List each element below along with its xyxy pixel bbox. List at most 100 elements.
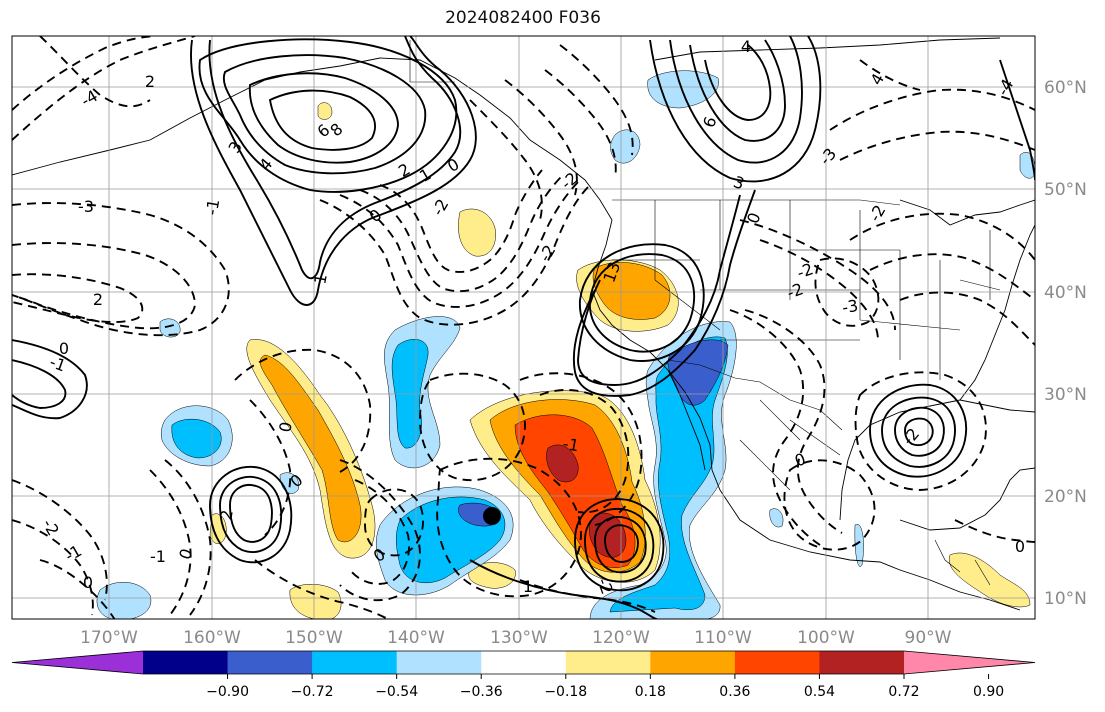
dashed-contour-east-7 xyxy=(869,253,1035,301)
colorbar-tick-label: −0.18 xyxy=(544,684,587,700)
contour-alaska-high-1 xyxy=(198,38,458,193)
dashed-contour-east-3 xyxy=(814,257,880,327)
lon-label: 120°W xyxy=(592,628,650,648)
colorbar-tick-label: −0.90 xyxy=(206,684,249,700)
shade-pos-alaska-dot xyxy=(317,102,333,120)
dashed-contour-west-3 xyxy=(12,273,144,323)
dashed-contour-mid-1 xyxy=(249,399,292,536)
contour-canada-high-2 xyxy=(669,36,803,164)
border-us-mexico xyxy=(667,359,843,431)
dashed-contour-sw-6 xyxy=(254,559,391,619)
coast-alaska xyxy=(12,57,613,221)
contour-label: -3 xyxy=(841,296,860,317)
coast-canada-arctic xyxy=(654,37,1001,61)
contour-label: 1 xyxy=(310,272,330,285)
contour-west-high-3 xyxy=(229,484,273,543)
colorbar-tick-label: 0.54 xyxy=(804,684,835,700)
lon-label: 170°W xyxy=(80,628,138,648)
colorbar xyxy=(11,650,1036,675)
contour-label: -2 xyxy=(557,168,581,193)
lon-label: 130°W xyxy=(490,628,548,648)
lon-label: 90°W xyxy=(905,628,952,648)
contour-label: -1 xyxy=(150,547,166,566)
border-us-states xyxy=(612,200,1001,380)
colorbar-bin xyxy=(312,651,398,674)
lat-label: 10°N xyxy=(1044,589,1087,609)
dashed-contour-pac-8 xyxy=(544,69,617,179)
colorbar-tick-label: 0.90 xyxy=(973,684,1004,700)
dashed-contour-mid-3 xyxy=(349,479,410,585)
shade-neg-mid-dots xyxy=(279,472,864,567)
dashed-contour-center-2 xyxy=(436,457,582,598)
contour-mexico-high-4 xyxy=(904,417,934,447)
border-alaska xyxy=(409,40,455,83)
contour-label: 2 xyxy=(93,290,103,309)
contour-west-edge xyxy=(12,339,88,420)
contour-labels: 4 2 3 4 6 8 2 1 0 -3 -1 -2 0 1 -4 -2 6 4… xyxy=(39,37,1026,597)
contour-label: -2 xyxy=(428,196,452,219)
colorbar-bin xyxy=(734,651,820,674)
colorbar-bin xyxy=(143,651,229,674)
coast-baja xyxy=(667,369,706,471)
contours-negative xyxy=(12,36,1035,619)
contour-label: -4 xyxy=(78,86,101,110)
coastlines xyxy=(12,37,1035,611)
dashed-contour-pac-1 xyxy=(234,348,372,473)
coast-yucatan xyxy=(899,467,1035,531)
lon-label: 150°W xyxy=(285,628,343,648)
dashed-contour-east-10 xyxy=(839,130,1035,161)
dashed-contour-pac-6 xyxy=(469,99,543,221)
dashed-contour-pac-4 xyxy=(359,175,563,293)
colorbar-bin xyxy=(819,651,905,674)
contour-label: 0 xyxy=(275,420,295,433)
lon-labels: 170°W 160°W 150°W 140°W 130°W 120°W 110°… xyxy=(80,628,952,648)
colorbar-tick-label: −0.36 xyxy=(460,684,503,700)
contour-low-california-ring-2 xyxy=(589,253,695,353)
colorbar-bin xyxy=(565,651,651,674)
contour-label: -3 xyxy=(815,144,840,168)
border-mexico-states xyxy=(739,399,841,491)
dashed-contour-west-2 xyxy=(12,242,196,330)
colorbar-tick-label: 0.36 xyxy=(719,684,750,700)
shade-pos-mid-pacific-core xyxy=(259,354,362,543)
colorbar-bin xyxy=(227,651,313,674)
contour-west-edge-2 xyxy=(12,359,67,409)
colorbar-bin xyxy=(396,651,482,674)
contour-label: -2 xyxy=(794,259,815,282)
coast-hudson xyxy=(899,199,1035,226)
contour-california-strip-2 xyxy=(572,189,756,397)
colorbar-tick-label: 0.72 xyxy=(888,684,919,700)
map-title: 2024082400 F036 xyxy=(445,8,601,28)
storm-center-marker xyxy=(483,507,501,525)
lat-lon-grid xyxy=(12,36,1035,619)
contour-label: -2 xyxy=(784,279,805,302)
contour-label: 0 xyxy=(1015,537,1025,556)
colorbar-bin xyxy=(650,651,736,674)
contour-label: 3 xyxy=(731,172,747,193)
border-central-america xyxy=(934,539,991,586)
dashed-contour-east-11 xyxy=(859,59,921,91)
contour-label: -1 xyxy=(561,434,580,455)
contour-label: -3 xyxy=(78,197,94,216)
shade-pos-central-america xyxy=(949,552,1031,608)
contour-label: 1 xyxy=(523,577,533,596)
lat-label: 20°N xyxy=(1044,487,1087,507)
contour-label: -4 xyxy=(993,76,1017,99)
contour-label: 2 xyxy=(395,159,413,181)
contour-canada-high-4 xyxy=(704,44,772,121)
dashed-contour-sw-4 xyxy=(149,469,192,616)
contour-label: 0 xyxy=(175,546,196,562)
contour-label: -2 xyxy=(865,202,889,225)
dashed-contour-pac-9 xyxy=(559,44,634,156)
dashed-contour-sw-5 xyxy=(164,459,212,616)
dashed-contour-center-4 xyxy=(519,372,643,526)
dashed-contour-north-2 xyxy=(12,36,156,111)
contour-label: -2 xyxy=(39,516,63,539)
dashed-contour-east-8 xyxy=(899,291,1035,346)
colorbar-bin xyxy=(481,651,567,674)
contour-label: -1 xyxy=(202,198,223,217)
contour-alaska-high-4 xyxy=(268,89,376,151)
dashed-contour-pac-2 xyxy=(319,184,591,326)
coast-gulf-mexico xyxy=(839,399,1035,521)
contour-label: 4 xyxy=(866,70,888,88)
